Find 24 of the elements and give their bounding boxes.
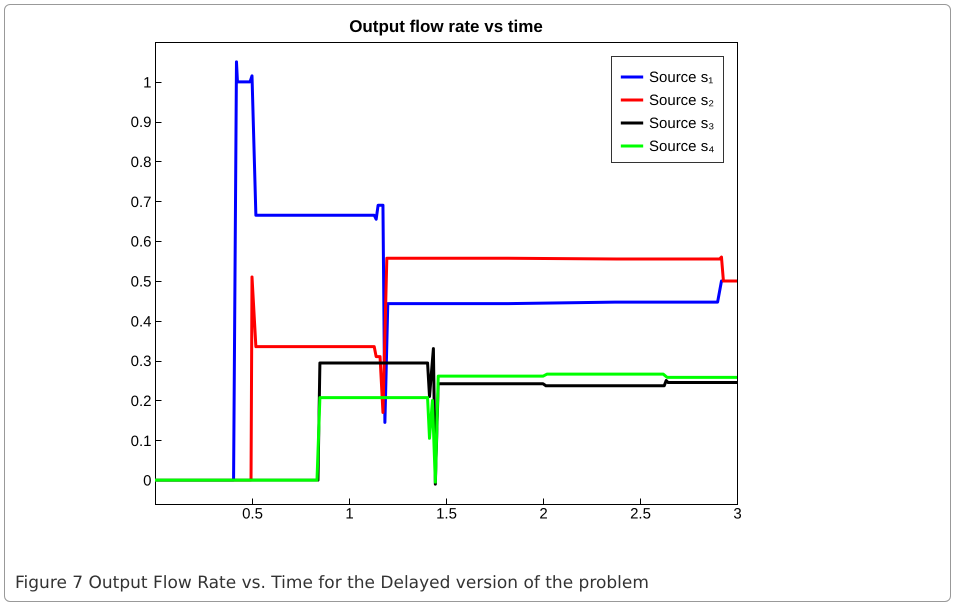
x-tick-label: 1.5 <box>436 506 457 522</box>
y-tick-label: 0.6 <box>130 234 152 251</box>
x-tick-label: 3 <box>733 506 742 522</box>
y-tick-label: 0 <box>143 472 152 490</box>
legend-label: Source s₂ <box>649 92 714 109</box>
x-tick-label: 0.5 <box>242 506 263 522</box>
x-tick-label: 2.5 <box>630 506 651 522</box>
y-tick-label: 0.8 <box>130 154 152 171</box>
y-tick-label: 0.1 <box>130 432 152 450</box>
x-tick-label: 1 <box>345 506 354 522</box>
y-tick-label: 0.7 <box>130 194 152 211</box>
caption: Figure 7 Output Flow Rate vs. Time for the Delayed version of the problem <box>15 573 649 593</box>
chart-title: Output flow rate vs time <box>349 17 543 36</box>
legend-label: Source s₄ <box>649 138 714 155</box>
y-tick-label: 0.4 <box>130 313 152 330</box>
y-tick-label: 0.5 <box>130 273 152 290</box>
y-tick-label: 1 <box>143 74 152 92</box>
legend-label: Source s₃ <box>649 115 714 132</box>
x-tick-label: 2 <box>539 506 548 522</box>
y-tick-label: 0.2 <box>130 392 152 410</box>
line-series <box>154 372 738 484</box>
y-tick-label: 0.3 <box>130 353 152 370</box>
y-tick-label: 0.9 <box>130 114 152 132</box>
legend-label: Source s₁ <box>649 69 714 86</box>
